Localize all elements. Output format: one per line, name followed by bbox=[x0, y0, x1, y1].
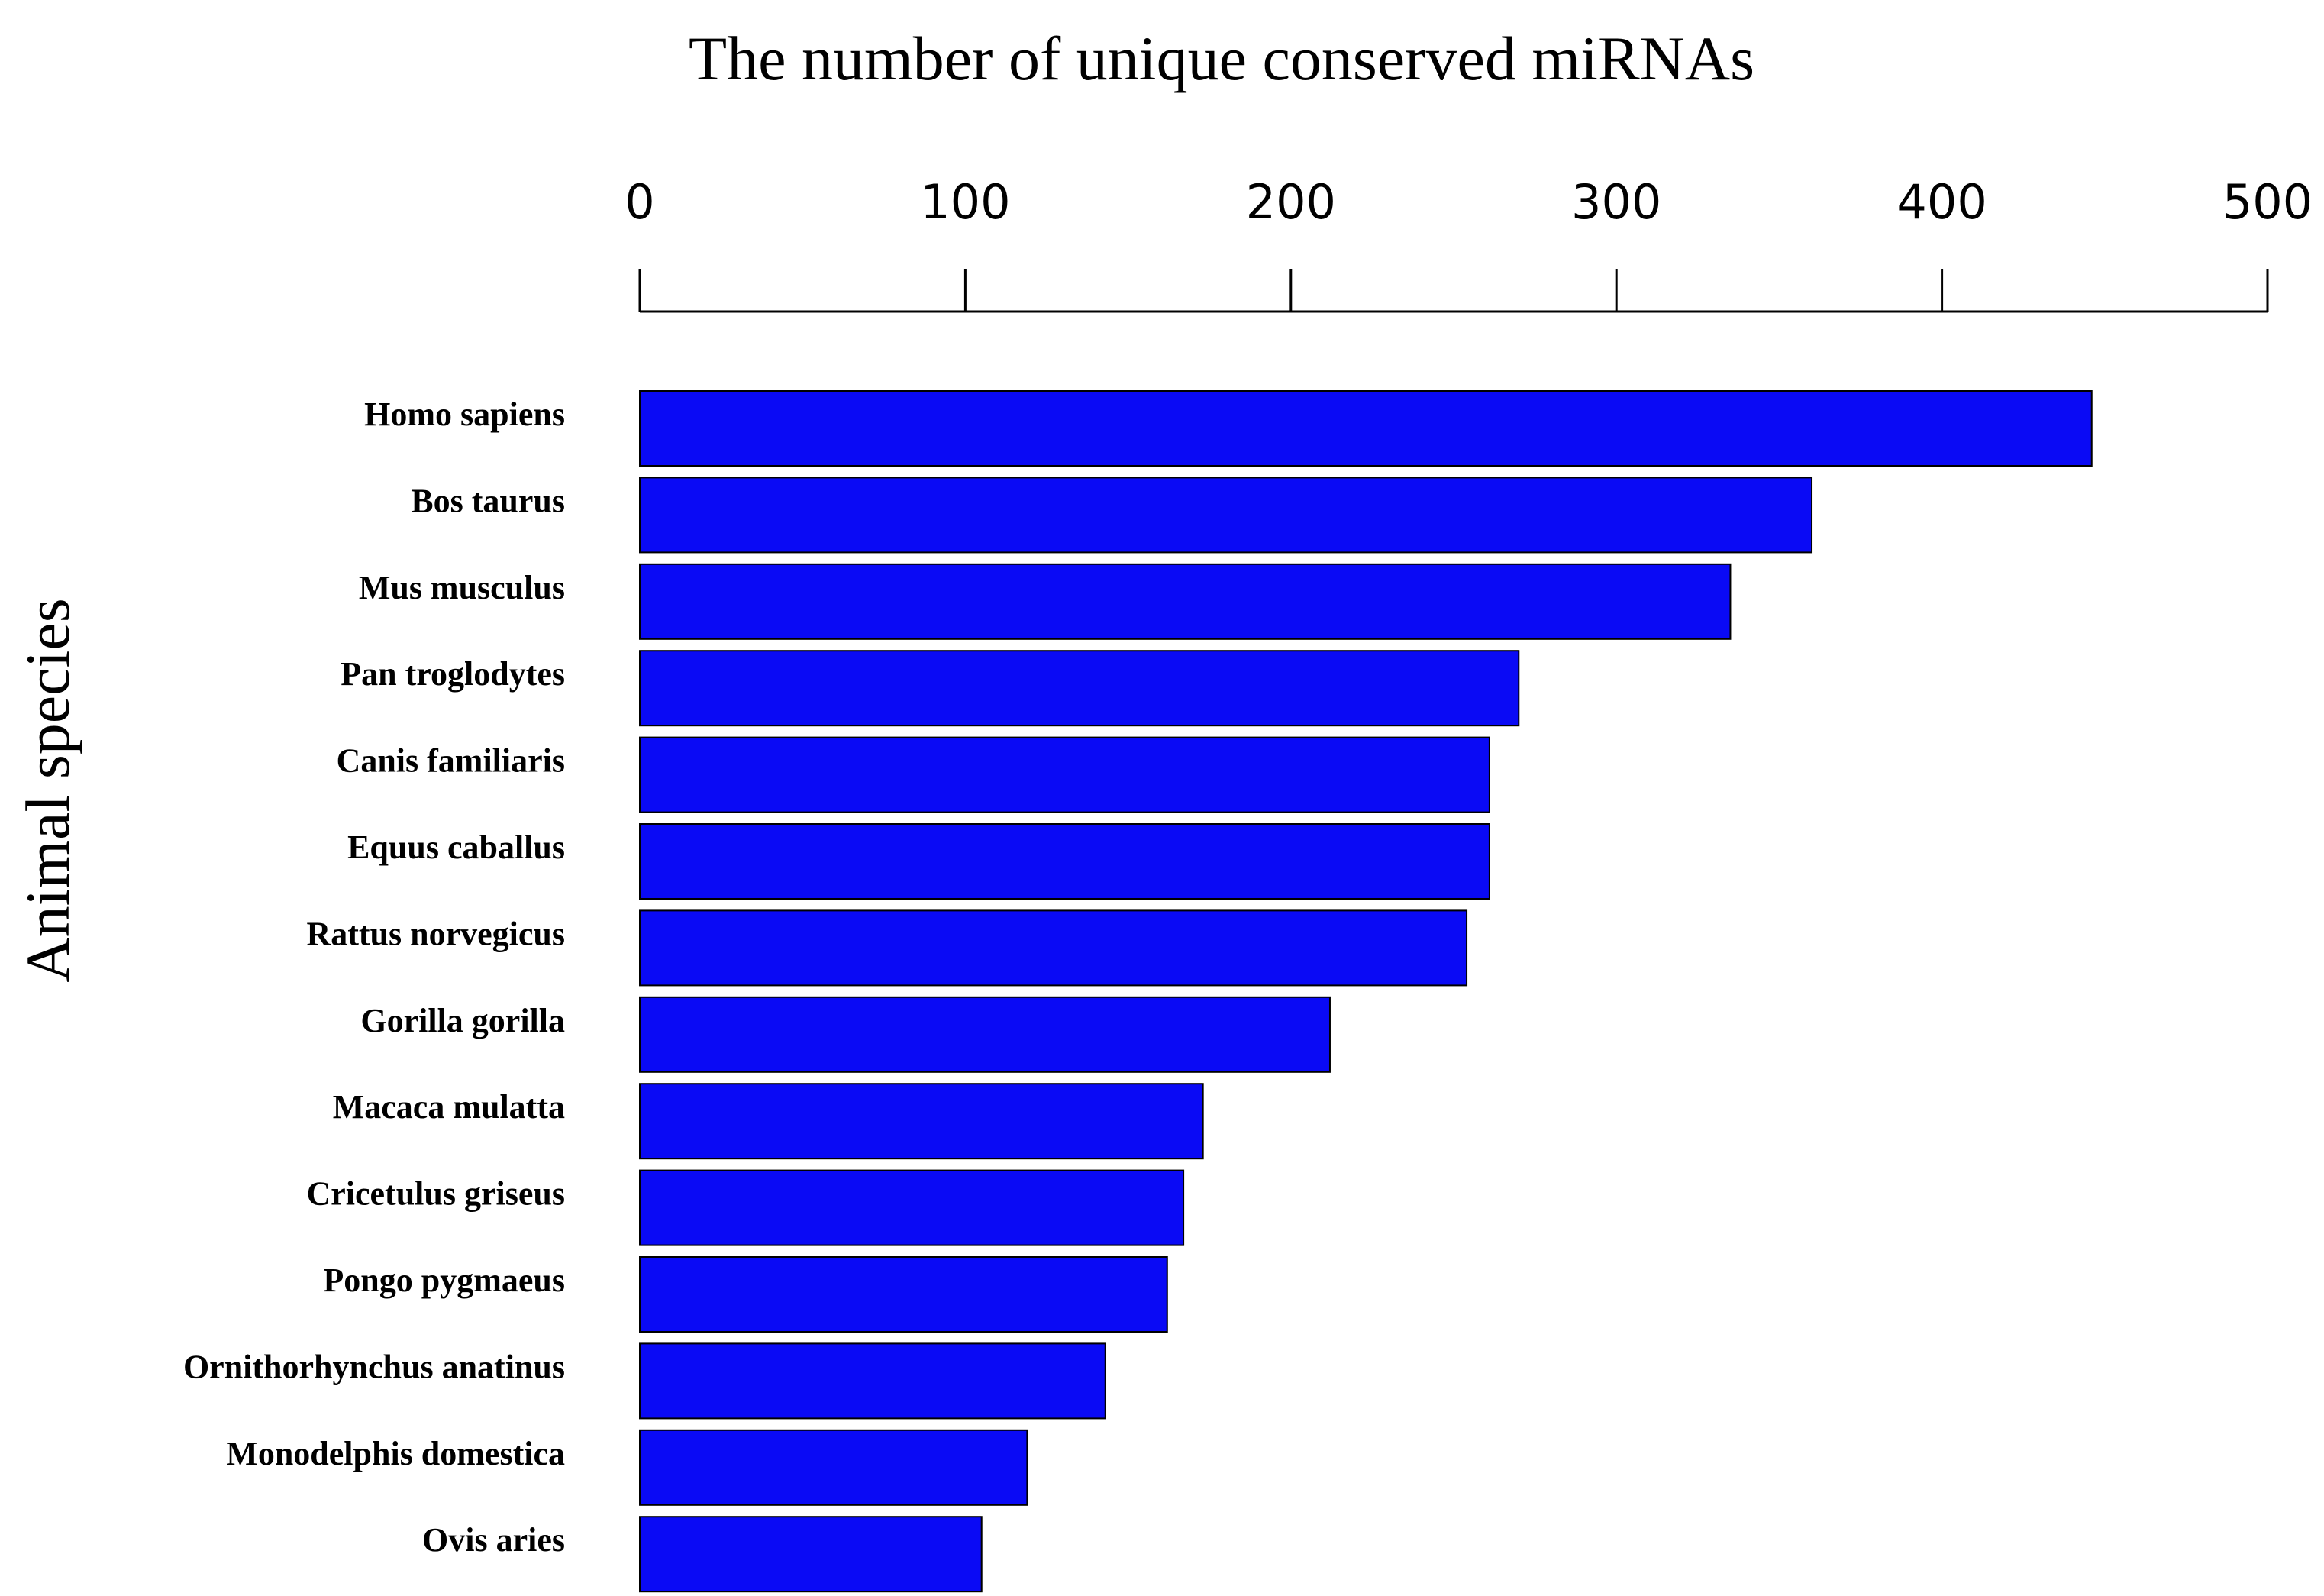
bar bbox=[639, 996, 1331, 1073]
bar bbox=[639, 563, 1732, 640]
x-tick-label: 200 bbox=[1246, 174, 1336, 230]
category-label: Ornithorhynchus anatinus bbox=[183, 1348, 565, 1385]
bar bbox=[639, 1083, 1204, 1160]
category-label: Macaca mulatta bbox=[333, 1088, 565, 1126]
bar bbox=[639, 909, 1468, 987]
bar bbox=[639, 477, 1813, 554]
category-label: Gorilla gorilla bbox=[360, 1002, 565, 1039]
bar bbox=[639, 736, 1490, 813]
category-label: Bos taurus bbox=[411, 482, 565, 519]
y-axis-label: Animal species bbox=[13, 598, 82, 982]
bar bbox=[639, 390, 2093, 467]
category-label: Rattus norvegicus bbox=[306, 915, 565, 952]
bars-group bbox=[639, 390, 2093, 1593]
bar bbox=[639, 1256, 1168, 1333]
category-labels: Homo sapiens Bos taurus Mus musculus Pan tr… bbox=[183, 396, 565, 1559]
category-label: Canis familiaris bbox=[337, 742, 565, 780]
category-label: Cricetulus griseus bbox=[306, 1175, 565, 1213]
bar bbox=[639, 1342, 1106, 1420]
category-label: Equus caballus bbox=[347, 829, 565, 866]
category-label: Pongo pygmaeus bbox=[323, 1262, 565, 1299]
bar bbox=[639, 1516, 983, 1593]
category-label: Monodelphis domestica bbox=[226, 1435, 565, 1472]
x-tick-label: 100 bbox=[920, 174, 1010, 230]
bar bbox=[639, 1169, 1185, 1246]
category-label: Pan troglodytes bbox=[341, 655, 565, 693]
category-label: Mus musculus bbox=[359, 569, 565, 606]
category-label: Ovis aries bbox=[422, 1521, 565, 1559]
x-axis: 0 100 200 300 400 500 bbox=[625, 174, 2313, 313]
x-tick-label: 0 bbox=[625, 174, 654, 230]
bar bbox=[639, 823, 1490, 900]
x-tick-label: 300 bbox=[1571, 174, 1661, 230]
x-tick-label: 400 bbox=[1896, 174, 1987, 230]
x-tick-label: 500 bbox=[2222, 174, 2313, 230]
chart-title: The number of unique conserved miRNAs bbox=[689, 24, 1754, 93]
bar bbox=[639, 1429, 1028, 1506]
bar bbox=[639, 650, 1520, 727]
category-label: Homo sapiens bbox=[364, 396, 565, 433]
